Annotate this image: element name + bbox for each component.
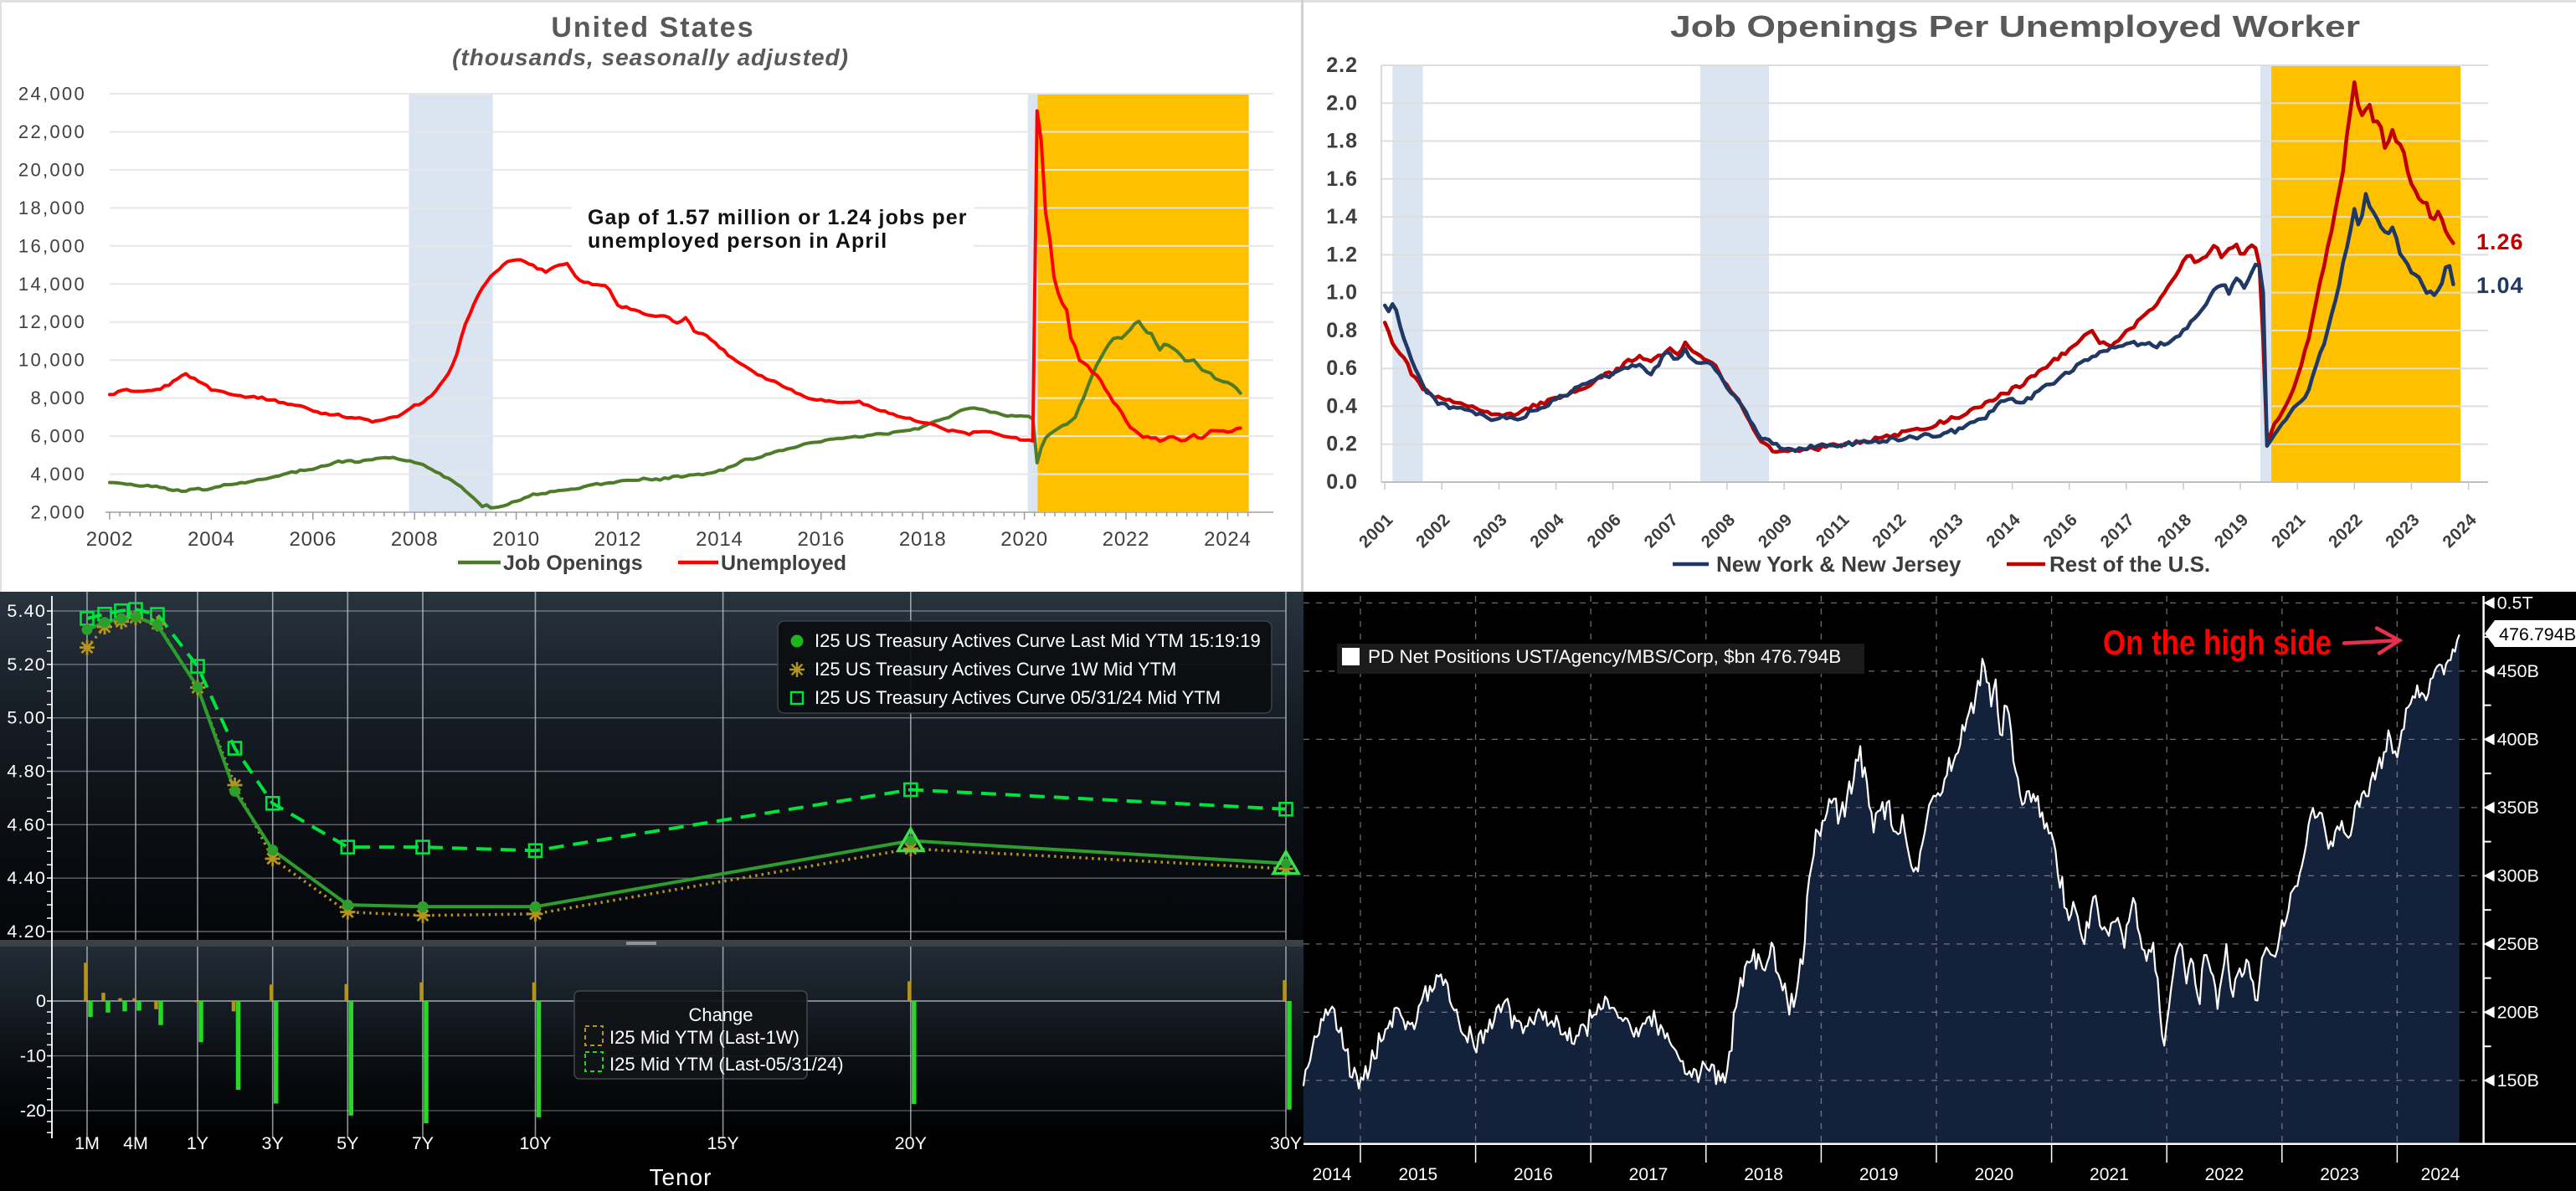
svg-text:150B: 150B <box>2497 1070 2539 1091</box>
svg-text:2002: 2002 <box>86 528 134 551</box>
svg-text:I25 Mid YTM (Last-1W): I25 Mid YTM (Last-1W) <box>609 1027 800 1048</box>
svg-text:1.26: 1.26 <box>2476 229 2524 254</box>
svg-text:1Y: 1Y <box>187 1133 208 1153</box>
svg-text:5.20: 5.20 <box>7 655 46 675</box>
svg-text:7Y: 7Y <box>412 1133 434 1153</box>
svg-text:1.2: 1.2 <box>1326 243 1358 266</box>
svg-text:2022: 2022 <box>2205 1165 2244 1184</box>
svg-text:20,000: 20,000 <box>18 159 86 180</box>
svg-text:2.2: 2.2 <box>1326 54 1358 77</box>
svg-text:350B: 350B <box>2497 798 2539 818</box>
svg-text:1M: 1M <box>75 1133 100 1153</box>
svg-text:I25 US Treasury Actives Curve: I25 US Treasury Actives Curve 05/31/24 M… <box>815 687 1221 708</box>
svg-text:4.60: 4.60 <box>7 814 46 834</box>
svg-text:476.794B: 476.794B <box>2499 624 2576 644</box>
svg-text:4.80: 4.80 <box>7 762 46 782</box>
svg-text:0: 0 <box>36 991 46 1011</box>
svg-text:4.40: 4.40 <box>7 868 46 888</box>
svg-text:I25 US Treasury Actives Curve: I25 US Treasury Actives Curve 1W Mid YTM <box>815 659 1176 680</box>
svg-text:0.8: 0.8 <box>1326 319 1358 342</box>
svg-text:5.40: 5.40 <box>7 601 46 621</box>
svg-text:16,000: 16,000 <box>18 235 86 256</box>
svg-text:On the high side: On the high side <box>2103 623 2332 662</box>
svg-text:PD Net Positions UST/Agency/MB: PD Net Positions UST/Agency/MBS/Corp, $b… <box>1368 646 1841 667</box>
svg-text:2006: 2006 <box>290 528 337 551</box>
svg-text:2,000: 2,000 <box>30 502 86 523</box>
svg-text:300B: 300B <box>2497 865 2539 886</box>
svg-text:2004: 2004 <box>188 528 235 551</box>
svg-text:2018: 2018 <box>899 528 947 551</box>
svg-text:2020: 2020 <box>1000 528 1048 551</box>
svg-text:5.00: 5.00 <box>7 708 46 728</box>
svg-text:-10: -10 <box>20 1046 46 1066</box>
svg-text:Change: Change <box>688 1004 753 1025</box>
svg-text:6,000: 6,000 <box>30 426 86 447</box>
svg-text:4M: 4M <box>123 1133 148 1153</box>
svg-text:20Y: 20Y <box>895 1133 927 1153</box>
svg-text:0.6: 0.6 <box>1326 357 1358 380</box>
svg-text:0.2: 0.2 <box>1326 433 1358 456</box>
svg-text:30Y: 30Y <box>1270 1133 1302 1153</box>
svg-text:2.0: 2.0 <box>1326 91 1358 115</box>
svg-text:24,000: 24,000 <box>18 84 86 105</box>
svg-text:12,000: 12,000 <box>18 311 86 332</box>
svg-text:0.0: 0.0 <box>1326 470 1358 494</box>
svg-text:2015: 2015 <box>1398 1165 1437 1184</box>
svg-text:1.8: 1.8 <box>1326 130 1358 153</box>
svg-text:I25 US Treasury Actives Curve: I25 US Treasury Actives Curve Last Mid Y… <box>815 630 1261 651</box>
svg-text:(thousands, seasonally adjuste: (thousands, seasonally adjusted) <box>452 44 849 70</box>
svg-text:Rest of the U.S.: Rest of the U.S. <box>2049 552 2210 577</box>
svg-text:0.5T: 0.5T <box>2497 593 2533 613</box>
svg-text:2012: 2012 <box>594 528 642 551</box>
svg-text:5Y: 5Y <box>337 1133 358 1153</box>
svg-text:-20: -20 <box>20 1101 46 1121</box>
svg-text:1.0: 1.0 <box>1326 281 1358 305</box>
svg-text:10,000: 10,000 <box>18 350 86 371</box>
svg-text:unemployed person in April: unemployed person in April <box>588 229 887 253</box>
svg-text:Job Openings: Job Openings <box>503 552 643 575</box>
svg-text:3Y: 3Y <box>262 1133 284 1153</box>
svg-text:Job Openings Per Unemployed Wo: Job Openings Per Unemployed Worker <box>1670 9 2360 44</box>
svg-text:1.04: 1.04 <box>2476 273 2524 298</box>
svg-text:2010: 2010 <box>492 528 540 551</box>
svg-text:10Y: 10Y <box>519 1133 551 1153</box>
svg-text:2017: 2017 <box>1629 1165 1668 1184</box>
svg-text:Tenor: Tenor <box>649 1164 712 1190</box>
svg-text:8,000: 8,000 <box>30 388 86 408</box>
svg-text:2019: 2019 <box>1859 1165 1899 1184</box>
svg-text:15Y: 15Y <box>707 1133 738 1153</box>
svg-text:I25 Mid YTM (Last-05/31/24): I25 Mid YTM (Last-05/31/24) <box>609 1054 844 1075</box>
svg-text:0.4: 0.4 <box>1326 394 1358 418</box>
svg-text:United States: United States <box>551 12 754 44</box>
svg-text:14,000: 14,000 <box>18 274 86 295</box>
svg-text:2022: 2022 <box>1103 528 1150 551</box>
svg-text:2014: 2014 <box>1313 1165 1352 1184</box>
svg-text:2014: 2014 <box>696 528 743 551</box>
svg-text:2016: 2016 <box>798 528 846 551</box>
svg-text:1.4: 1.4 <box>1326 205 1358 228</box>
svg-text:2021: 2021 <box>2090 1165 2129 1184</box>
svg-text:2024: 2024 <box>1204 528 1252 551</box>
svg-text:4,000: 4,000 <box>30 464 86 485</box>
svg-text:4.20: 4.20 <box>7 921 46 942</box>
svg-text:2024: 2024 <box>2421 1165 2460 1184</box>
svg-text:Gap of 1.57 million or 1.24 jo: Gap of 1.57 million or 1.24 jobs per <box>588 206 968 229</box>
svg-text:400B: 400B <box>2497 729 2539 749</box>
svg-text:2016: 2016 <box>1514 1165 1553 1184</box>
svg-text:1.6: 1.6 <box>1326 167 1358 191</box>
svg-text:450B: 450B <box>2497 661 2539 681</box>
svg-text:2020: 2020 <box>1974 1165 2013 1184</box>
svg-text:18,000: 18,000 <box>18 198 86 218</box>
svg-text:250B: 250B <box>2497 934 2539 954</box>
svg-text:New York & New Jersey: New York & New Jersey <box>1716 552 1962 577</box>
svg-text:200B: 200B <box>2497 1002 2539 1022</box>
svg-text:2008: 2008 <box>391 528 439 551</box>
svg-text:Unemployed: Unemployed <box>721 552 846 575</box>
svg-text:22,000: 22,000 <box>18 121 86 142</box>
svg-text:2018: 2018 <box>1744 1165 1783 1184</box>
svg-text:2023: 2023 <box>2320 1165 2359 1184</box>
